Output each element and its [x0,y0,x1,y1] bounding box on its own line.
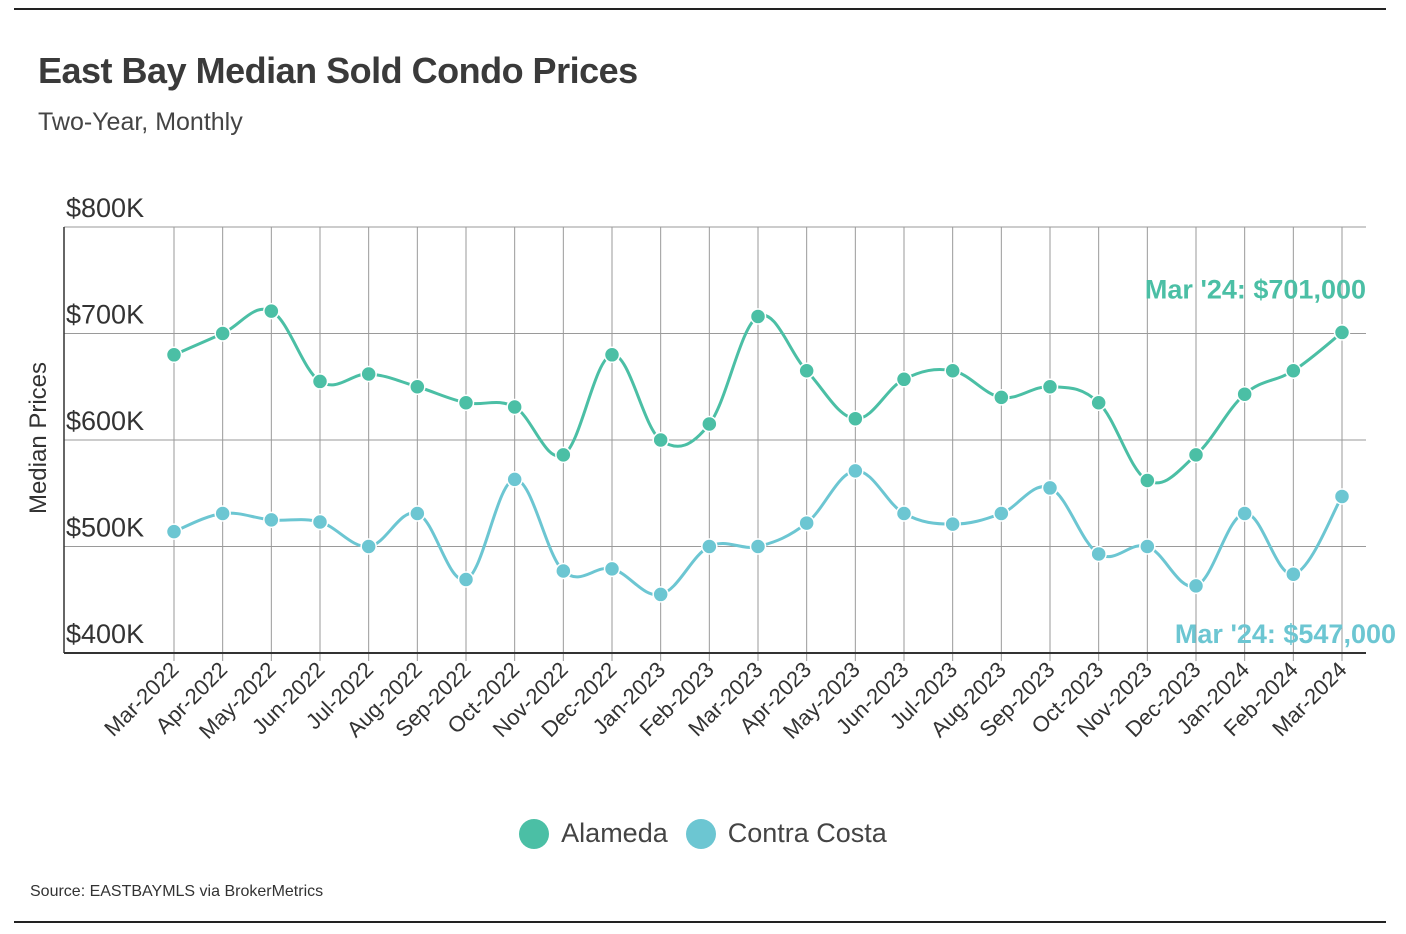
point-alameda[interactable] [409,378,426,395]
top-rule [14,8,1386,10]
chart-title: East Bay Median Sold Condo Prices [38,50,638,91]
legend-label-alameda: Alameda [561,818,668,848]
point-contra-costa[interactable] [457,571,475,588]
legend-swatch-alameda [519,818,550,849]
point-contra-costa[interactable] [652,586,669,603]
point-alameda[interactable] [798,362,815,380]
legend-item-contra-costa[interactable]: Contra Costa [685,818,887,849]
point-alameda[interactable] [993,389,1010,406]
y-tick-label: $400K [66,619,144,649]
point-contra-costa[interactable] [1187,577,1205,595]
legend: Alameda Contra Costa [0,818,1406,849]
point-contra-costa[interactable] [993,505,1010,522]
point-contra-costa[interactable] [263,511,280,529]
point-contra-costa[interactable] [311,513,329,531]
point-alameda[interactable] [1285,362,1302,380]
point-contra-costa[interactable] [847,462,864,480]
point-contra-costa[interactable] [1333,488,1351,505]
y-tick-label: $500K [66,513,144,543]
point-contra-costa[interactable] [1139,538,1156,555]
point-alameda[interactable] [555,446,572,464]
y-tick-label: $600K [66,406,144,436]
point-contra-costa[interactable] [506,471,523,488]
point-contra-costa[interactable] [944,515,961,533]
point-contra-costa[interactable] [701,538,718,555]
point-alameda[interactable] [603,346,621,364]
point-alameda[interactable] [701,415,718,433]
point-alameda[interactable] [1333,324,1351,341]
point-contra-costa[interactable] [749,538,767,555]
point-alameda[interactable] [1187,446,1205,464]
point-alameda[interactable] [263,302,280,320]
series-lines [165,302,1351,603]
annotation-contra-costa: Mar '24: $547,000 [1175,619,1396,649]
bottom-rule [14,921,1386,923]
point-alameda[interactable] [311,373,329,390]
legend-swatch-contra-costa [685,818,716,849]
series-alameda [165,302,1351,489]
y-tick-labels: $400K $500K $600K $700K $800K [66,193,144,649]
annotation-alameda: Mar '24: $701,000 [1145,274,1366,304]
point-alameda[interactable] [506,398,523,416]
annotations: Mar '24: $701,000 Mar '24: $547,000 [1145,274,1396,649]
point-alameda[interactable] [749,308,767,325]
point-alameda[interactable] [1090,394,1107,411]
point-contra-costa[interactable] [360,538,377,555]
point-alameda[interactable] [214,325,231,342]
point-contra-costa[interactable] [409,505,426,522]
point-contra-costa[interactable] [1090,545,1107,563]
point-contra-costa[interactable] [1236,505,1253,522]
point-contra-costa[interactable] [165,523,183,540]
point-alameda[interactable] [1041,378,1059,395]
point-contra-costa[interactable] [214,505,231,522]
y-axis-label: Median Prices [25,362,52,514]
point-contra-costa[interactable] [1285,565,1302,583]
point-alameda[interactable] [165,346,183,364]
point-alameda[interactable] [895,371,913,388]
point-contra-costa[interactable] [603,560,621,578]
point-contra-costa[interactable] [555,562,572,580]
legend-item-alameda[interactable]: Alameda [519,818,668,849]
x-tick-labels: Mar-2022Apr-2022May-2022Jun-2022Jul-2022… [99,657,1351,744]
point-alameda[interactable] [360,365,377,383]
point-alameda[interactable] [847,410,864,427]
point-contra-costa[interactable] [798,514,815,532]
source-note: Source: EASTBAYMLS via BrokerMetrics [30,883,324,900]
point-alameda[interactable] [1236,385,1253,403]
chart-subtitle: Two-Year, Monthly [38,108,243,136]
point-alameda[interactable] [944,362,961,380]
point-contra-costa[interactable] [1041,479,1059,497]
vertical-gridlines [173,227,1343,661]
legend-label-contra-costa: Contra Costa [727,818,887,848]
point-contra-costa[interactable] [895,505,913,522]
series-contra-costa [165,462,1351,603]
point-alameda[interactable] [457,394,475,411]
y-tick-label: $800K [66,193,144,223]
point-alameda[interactable] [1139,472,1156,489]
point-alameda[interactable] [652,431,669,449]
y-tick-label: $700K [66,300,144,330]
